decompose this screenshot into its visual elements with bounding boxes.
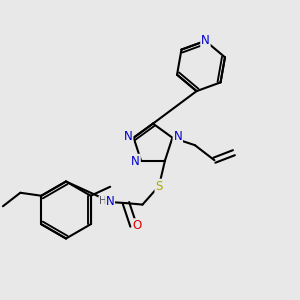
Text: N: N — [131, 154, 140, 168]
Text: S: S — [155, 179, 163, 193]
Text: N: N — [201, 34, 210, 47]
Text: H: H — [99, 196, 107, 206]
Text: O: O — [133, 219, 142, 232]
Text: N: N — [124, 130, 133, 143]
Text: N: N — [106, 194, 115, 208]
Text: N: N — [173, 130, 182, 143]
